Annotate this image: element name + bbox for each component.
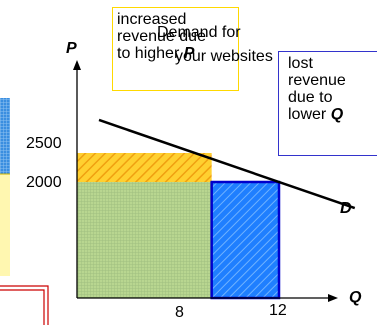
demand-curve-label: D bbox=[340, 200, 352, 217]
lost-line-4: lower Q bbox=[288, 106, 344, 123]
lost-line-3: due to bbox=[288, 89, 333, 106]
x-tick-12: 12 bbox=[269, 302, 287, 319]
lost-line-2: revenue bbox=[288, 72, 346, 89]
chart-title-line-1: Demand for bbox=[157, 24, 241, 41]
lost-line-1: lost bbox=[288, 55, 313, 72]
x-tick-8: 8 bbox=[175, 304, 184, 321]
increased-revenue-area bbox=[77, 153, 212, 182]
increased-line-1: increased bbox=[117, 11, 187, 28]
chart-title-line-2: your websites bbox=[175, 48, 273, 65]
increased-line-3: to higher P bbox=[117, 45, 195, 62]
side-panel-yellow bbox=[0, 174, 10, 276]
lost-revenue-area bbox=[210, 180, 281, 300]
side-panel-red-frame bbox=[0, 285, 49, 325]
x-axis-label: Q bbox=[349, 289, 362, 306]
y-axis-arrowhead bbox=[73, 60, 81, 70]
y-tick-2000: 2000 bbox=[26, 174, 62, 191]
y-tick-2500: 2500 bbox=[26, 135, 62, 152]
lost-revenue-annotation: lost revenue due to lower Q bbox=[278, 51, 377, 156]
x-axis-arrowhead bbox=[328, 294, 338, 302]
increased-line-2: revenue due bbox=[117, 28, 206, 45]
increased-revenue-annotation: increased revenue due to higher P bbox=[112, 7, 239, 91]
common-revenue-area bbox=[77, 182, 212, 298]
side-panel-blue bbox=[0, 98, 10, 174]
demand-curve bbox=[98, 118, 356, 210]
y-axis-label: P bbox=[66, 40, 77, 57]
